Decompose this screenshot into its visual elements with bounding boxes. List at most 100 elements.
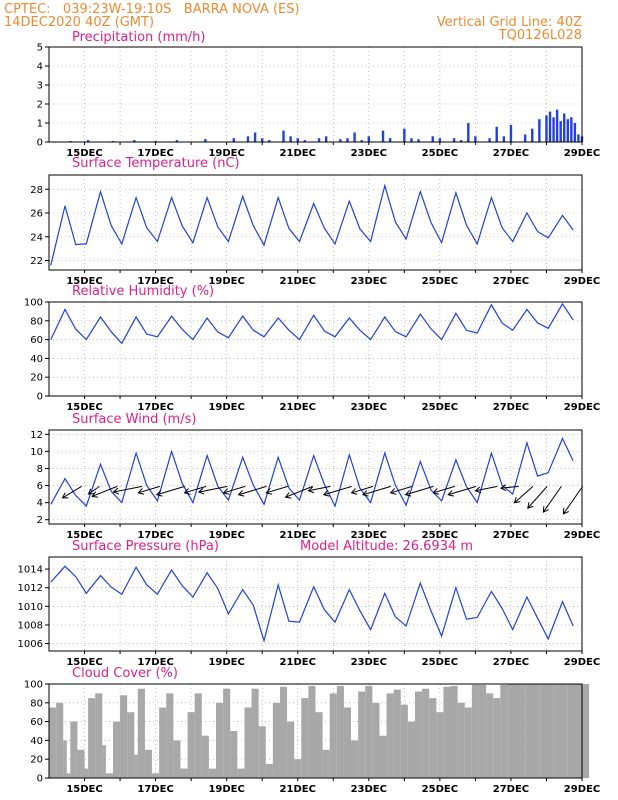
temp-xtick-label: 27DEC [493, 276, 529, 287]
precip-bar [452, 138, 456, 142]
precip-bar [538, 119, 541, 142]
cloud-area-segment [457, 702, 465, 778]
wind-vector-head [197, 487, 205, 495]
rh-series-line [50, 302, 574, 345]
precip-bar [339, 139, 342, 142]
temp-xtick-label: 17DEC [137, 276, 173, 287]
rh-ytick-label: 20 [30, 373, 43, 384]
cloud-title: Cloud Cover (%) [72, 666, 178, 681]
wind-xtick-label: 27DEC [493, 530, 529, 541]
header-station: CPTEC: 039:23W-19:10S BARRA NOVA (ES) [4, 2, 300, 17]
wind-title: Surface Wind (m/s) [72, 412, 196, 427]
cloud-ytick-label: 100 [24, 680, 43, 691]
precip-bar [548, 111, 552, 142]
temp-series-line [50, 183, 574, 266]
precip-bar [459, 140, 463, 142]
pressure-series-line [50, 565, 574, 644]
precip-xtick-label: 21DEC [280, 148, 316, 159]
wind-xtick-label: 17DEC [137, 530, 173, 541]
cloud-area-segment [450, 685, 458, 778]
cloud-area-segment [180, 768, 188, 778]
rh-ytick-label: 100 [24, 298, 43, 309]
cloud-xtick-label: 19DEC [208, 784, 244, 795]
rh-xtick-label: 21DEC [280, 402, 316, 413]
cloud-area-segment [166, 693, 174, 778]
rh-title: Relative Humidity (%) [72, 284, 214, 299]
wind-ytick-label: 6 [37, 481, 43, 492]
cloud-xtick-label: 15DEC [66, 784, 102, 795]
pressure-title: Surface Pressure (hPa) [72, 539, 219, 554]
precip-bar [317, 138, 321, 142]
cloud-area-segment [88, 698, 96, 778]
cloud-area-segment [84, 768, 89, 778]
cloud-area-segment [127, 712, 135, 778]
cloud-area-segment [208, 768, 217, 778]
precip-bar [282, 130, 285, 142]
temp-xtick-label: 19DEC [208, 276, 244, 287]
cloud-area-segment [358, 691, 366, 778]
wind-vector-head [527, 502, 534, 509]
wind-frame [48, 429, 583, 525]
precip-xtick-label: 23DEC [351, 148, 387, 159]
cloud-area-segment [464, 707, 472, 778]
cloud-ytick-label: 20 [30, 755, 43, 766]
temp-xtick-label: 23DEC [351, 276, 387, 287]
header-model-code: TQ0126L028 [498, 28, 582, 43]
precip-ytick-label: 3 [37, 81, 43, 92]
pressure-xtick-label: 25DEC [422, 657, 458, 668]
precip-ytick-label: 4 [37, 62, 43, 73]
precip-bar [353, 132, 356, 142]
pressure-ytick-label: 1012 [18, 583, 43, 594]
cloud-area-segment [244, 707, 252, 778]
temp-panel: Surface Temperature (nC) 22 24 26 28 15DEC 17D… [30, 156, 600, 287]
cloud-area-segment [102, 745, 106, 778]
wind-xtick-label: 19DEC [208, 530, 244, 541]
precip-bar [559, 121, 562, 142]
cloud-area-segment [120, 695, 128, 778]
precip-bar [232, 138, 235, 142]
cloud-area-segment [365, 685, 373, 778]
wind-vector [514, 485, 534, 504]
temp-frame [48, 174, 583, 271]
cloud-area-segment [379, 735, 387, 778]
wind-vector-head [183, 488, 191, 495]
pressure-ytick-label: 1014 [18, 565, 43, 576]
wind-vector [475, 485, 498, 492]
wind-ytick-label: 2 [37, 515, 43, 526]
precip-bar [346, 138, 349, 142]
wind-vector-head [562, 508, 569, 515]
wind-vector-head [361, 490, 369, 497]
precip-bar [552, 117, 555, 142]
cloud-area-segment [514, 684, 526, 778]
temp-title: Surface Temperature (nC) [72, 156, 240, 171]
rh-xtick-label: 27DEC [493, 402, 529, 413]
wind-vector [448, 485, 477, 496]
cloud-area-segment [56, 702, 64, 778]
precip-xtick-label: 29DEC [564, 148, 600, 159]
rh-xtick-label: 17DEC [137, 402, 173, 413]
cloud-panel: Cloud Cover (%) 0 20 40 60 80 100 15DEC 17DEC 19D… [24, 666, 600, 795]
precip-xtick-label: 19DEC [208, 148, 244, 159]
pressure-xtick-label: 17DEC [137, 657, 173, 668]
precip-bar [417, 139, 420, 142]
wind-vector [563, 486, 584, 515]
cloud-area-segment [582, 684, 590, 778]
cloud-area-segment [322, 749, 330, 778]
precip-bar [303, 140, 307, 142]
cloud-area-segment [251, 688, 259, 778]
temp-ytick-label: 28 [30, 185, 43, 196]
cloud-area-segment [443, 686, 451, 778]
cloud-area-segment [493, 698, 501, 778]
wind-xtick-label: 29DEC [564, 530, 600, 541]
cloud-area-segment [237, 768, 245, 778]
pressure-ytick-label: 1008 [18, 620, 43, 631]
precip-bar [296, 138, 299, 142]
wind-vector-head [350, 488, 358, 495]
cloud-area-segment [471, 684, 479, 778]
precip-title: Precipitation (mm/h) [72, 30, 205, 45]
wind-vector-head [447, 490, 454, 497]
precip-ytick-label: 2 [37, 100, 43, 111]
precip-bar [253, 132, 257, 142]
wind-xtick-label: 21DEC [280, 530, 316, 541]
wind-xtick-label: 15DEC [66, 530, 102, 541]
